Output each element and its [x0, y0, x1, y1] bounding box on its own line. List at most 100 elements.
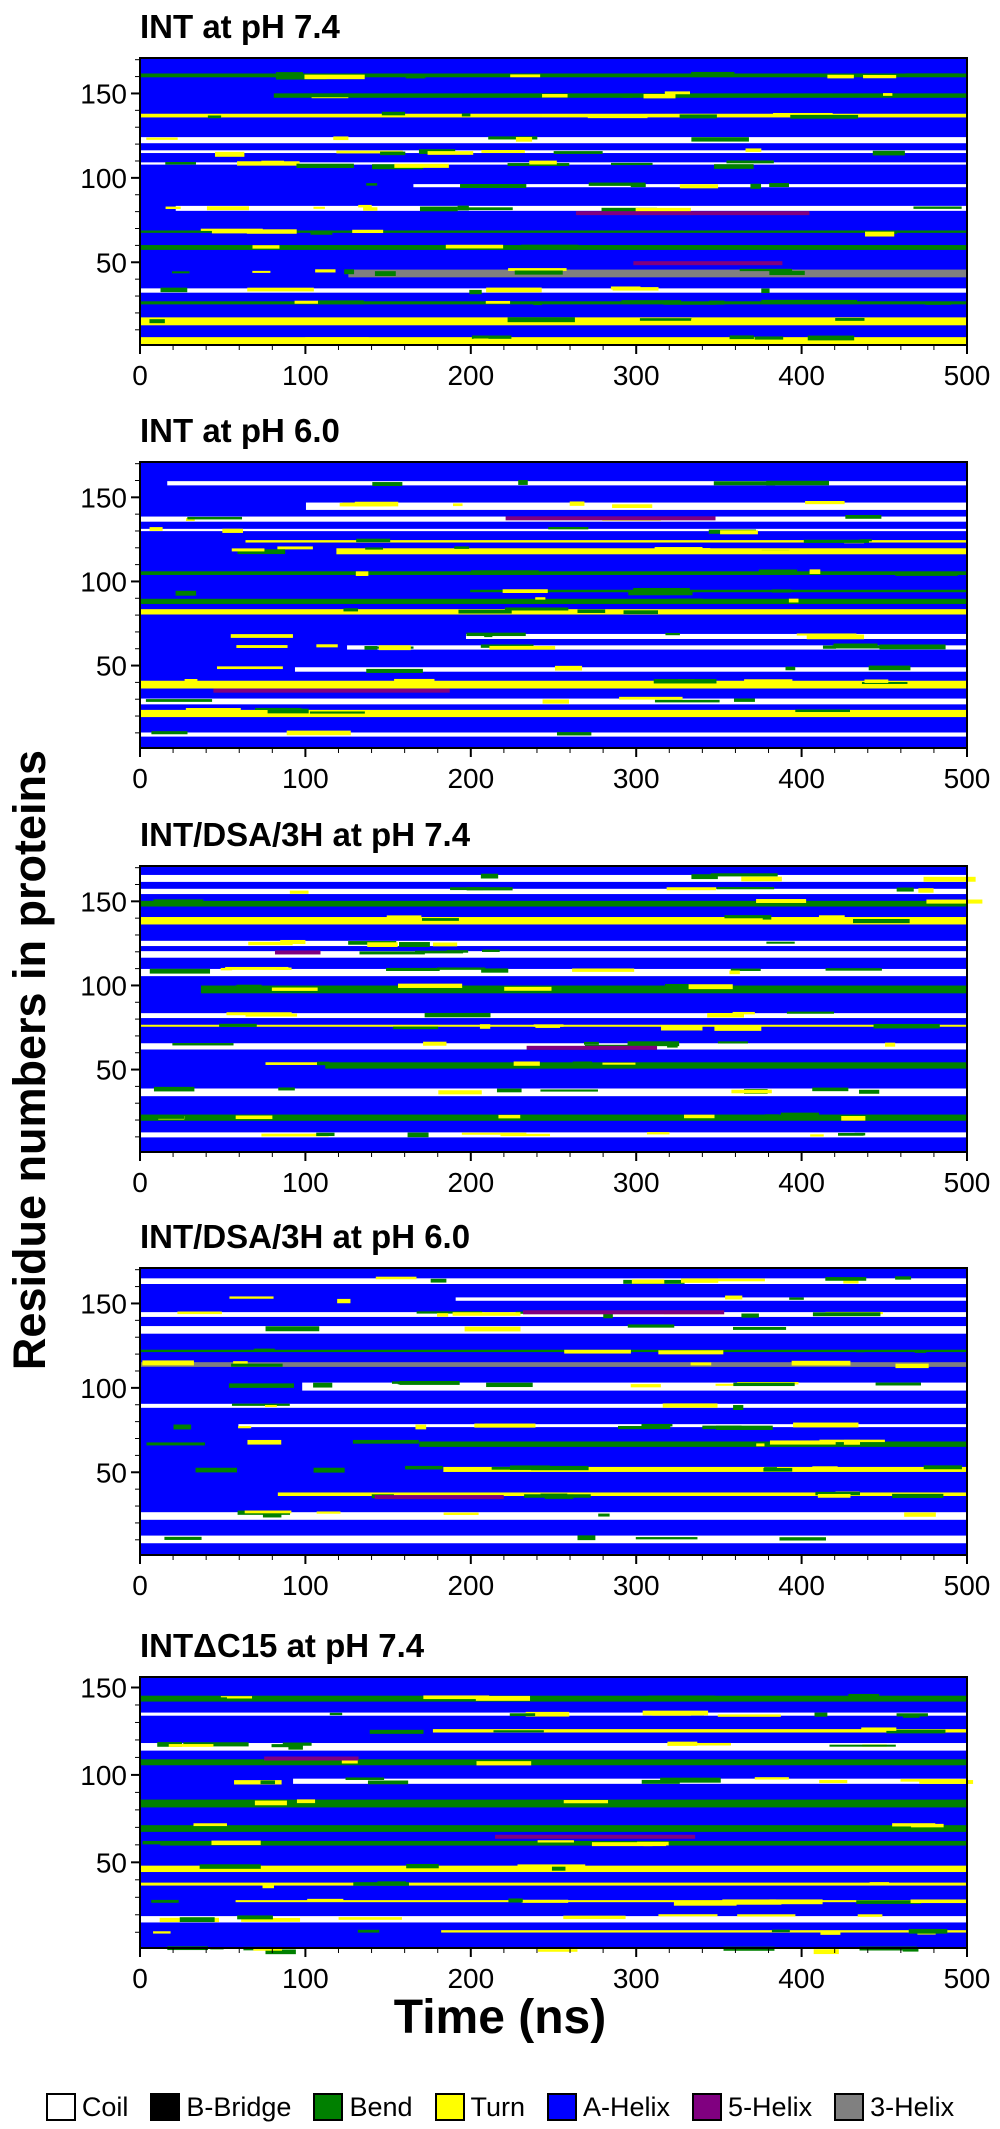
structure-fleck: [635, 1537, 698, 1540]
structure-fleck: [643, 93, 676, 99]
structure-fleck: [341, 1841, 409, 1844]
structure-fleck: [521, 244, 579, 250]
structure-fleck: [643, 1842, 667, 1847]
panel-1: INT at pH 7.4 0 100 200 300 400 500 50 100 150: [80, 8, 990, 391]
structure-band: [140, 301, 967, 305]
structure-fleck: [496, 1088, 522, 1093]
plot-frame: [139, 1676, 968, 1949]
structure-fleck: [179, 1917, 215, 1923]
structure-fleck: [484, 599, 496, 603]
structure-fleck: [635, 207, 691, 213]
structure-fleck: [633, 588, 690, 593]
structure-band: [140, 1403, 967, 1408]
structure-fleck: [537, 1949, 578, 1952]
structure-fleck: [225, 966, 289, 970]
structure-fleck: [486, 1382, 533, 1388]
y-tick-label: 100: [80, 566, 127, 597]
structure-fleck: [623, 610, 659, 615]
structure-fleck: [771, 1929, 790, 1933]
structure-band: [336, 548, 967, 555]
structure-fleck: [661, 1025, 703, 1031]
structure-fleck: [900, 1778, 967, 1782]
structure-band: [140, 900, 967, 907]
y-tick-label: 100: [80, 970, 127, 1001]
structure-fleck: [275, 75, 327, 80]
structure-fleck: [253, 1948, 282, 1951]
structure-fleck: [892, 1823, 936, 1827]
structure-fleck: [276, 707, 287, 713]
structure-fleck: [185, 708, 241, 711]
y-tick-label: 150: [80, 78, 127, 109]
structure-fleck: [879, 644, 946, 650]
structure-fleck: [587, 114, 648, 119]
structure-fleck: [313, 918, 333, 924]
x-tick-label: 500: [944, 763, 991, 794]
structure-fleck: [151, 1899, 179, 1903]
structure-fleck: [255, 707, 302, 710]
structure-fleck: [393, 1026, 439, 1030]
legend-swatch: [150, 2093, 181, 2121]
structure-fleck: [641, 1423, 673, 1427]
structure-fleck: [713, 481, 776, 486]
structure-fleck: [502, 589, 548, 594]
structure-fleck: [307, 1898, 344, 1902]
structure-band: [455, 1297, 967, 1301]
structure-fleck: [461, 113, 471, 117]
structure-fleck: [149, 319, 165, 324]
structure-fleck: [380, 151, 406, 156]
structure-fleck: [680, 1278, 719, 1283]
y-tick-label: 150: [80, 1672, 127, 1703]
structure-fleck: [658, 1914, 718, 1917]
structure-fleck: [754, 1777, 789, 1780]
structure-fleck: [569, 501, 585, 506]
structure-fleck: [316, 1061, 330, 1066]
structure-fleck: [786, 1011, 835, 1014]
structure-fleck: [665, 983, 689, 987]
structure-fleck: [694, 1742, 731, 1746]
structure-fleck: [869, 1882, 890, 1885]
structure-fleck: [317, 300, 364, 305]
structure-fleck: [648, 1695, 716, 1701]
structure-fleck: [819, 1779, 848, 1784]
structure-fleck: [667, 1741, 698, 1746]
panel-title: INT at pH 6.0: [140, 412, 340, 449]
structure-fleck: [822, 645, 837, 649]
structure-fleck: [230, 634, 293, 638]
structure-fleck: [769, 1899, 823, 1905]
legend-label: 3-Helix: [870, 2091, 955, 2122]
structure-fleck: [165, 162, 196, 165]
five-helix-segment: [633, 261, 783, 266]
structure-fleck: [666, 887, 717, 891]
structure-band: [140, 571, 967, 575]
five-helix-segment: [523, 1310, 725, 1315]
structure-fleck: [164, 1536, 202, 1540]
structure-fleck: [358, 204, 372, 208]
structure-fleck: [510, 1465, 550, 1470]
structure-fleck: [473, 338, 489, 344]
structure-fleck: [612, 287, 659, 291]
structure-fleck: [688, 984, 733, 990]
y-tick-label: 100: [80, 1760, 127, 1791]
legend-item-3-helix: 3-Helix: [834, 2092, 954, 2123]
structure-fleck: [679, 184, 719, 189]
x-tick-label: 300: [613, 1167, 660, 1198]
structure-fleck: [803, 539, 869, 543]
structure-fleck: [572, 968, 635, 972]
structure-fleck: [271, 987, 318, 991]
structure-fleck: [491, 1466, 515, 1470]
structure-band: [140, 968, 967, 977]
structure-fleck: [316, 1511, 341, 1514]
structure-fleck: [164, 1840, 196, 1844]
five-helix-segment: [374, 1495, 504, 1500]
structure-fleck: [316, 644, 338, 648]
structure-fleck: [521, 1899, 569, 1903]
x-tick-label: 500: [944, 1167, 991, 1198]
y-tick-label: 100: [80, 163, 127, 194]
structure-band: [140, 1825, 967, 1832]
structure-fleck: [415, 1424, 427, 1430]
structure-fleck: [165, 206, 181, 210]
structure-band: [465, 633, 967, 639]
structure-fleck: [831, 246, 892, 250]
structure-band: [273, 93, 968, 98]
